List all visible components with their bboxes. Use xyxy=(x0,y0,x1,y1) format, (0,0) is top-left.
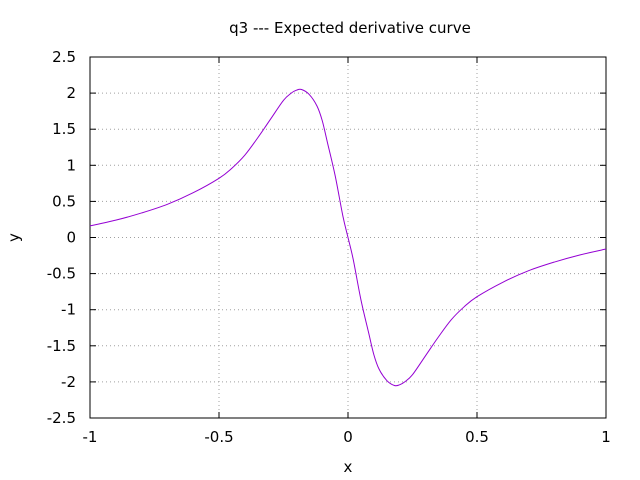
y-tick-label: -2.5 xyxy=(47,409,76,427)
y-axis-label: y xyxy=(5,233,23,242)
y-tick-label: -0.5 xyxy=(47,265,76,283)
y-tick-label: 1 xyxy=(66,156,76,174)
x-tick-label: 0.5 xyxy=(465,428,489,446)
series-line-0 xyxy=(89,88,607,387)
x-tick-label: -1 xyxy=(83,428,98,446)
y-tick-label: 0 xyxy=(66,229,76,247)
y-tick-label: -1.5 xyxy=(47,337,76,355)
x-tick-label: -0.5 xyxy=(204,428,233,446)
x-tick-label: 0 xyxy=(343,428,353,446)
y-tick-label: 2 xyxy=(66,84,76,102)
series-layer xyxy=(89,88,607,387)
y-tick-label: -1 xyxy=(61,301,76,319)
x-axis-label: x xyxy=(344,458,353,476)
y-tick-label: 1.5 xyxy=(52,120,76,138)
y-tick-label: 2.5 xyxy=(52,48,76,66)
ticks: -1 -0.5 0 0.5 1 -2.5 -2 -1.5 -1 -0.5 0 0.5 1 1.5 2 2.5 xyxy=(47,48,611,446)
chart-title: q3 --- Expected derivative curve xyxy=(229,19,471,37)
x-tick-label: 1 xyxy=(601,428,611,446)
y-tick-label: -2 xyxy=(61,373,76,391)
y-tick-label: 0.5 xyxy=(52,192,76,210)
